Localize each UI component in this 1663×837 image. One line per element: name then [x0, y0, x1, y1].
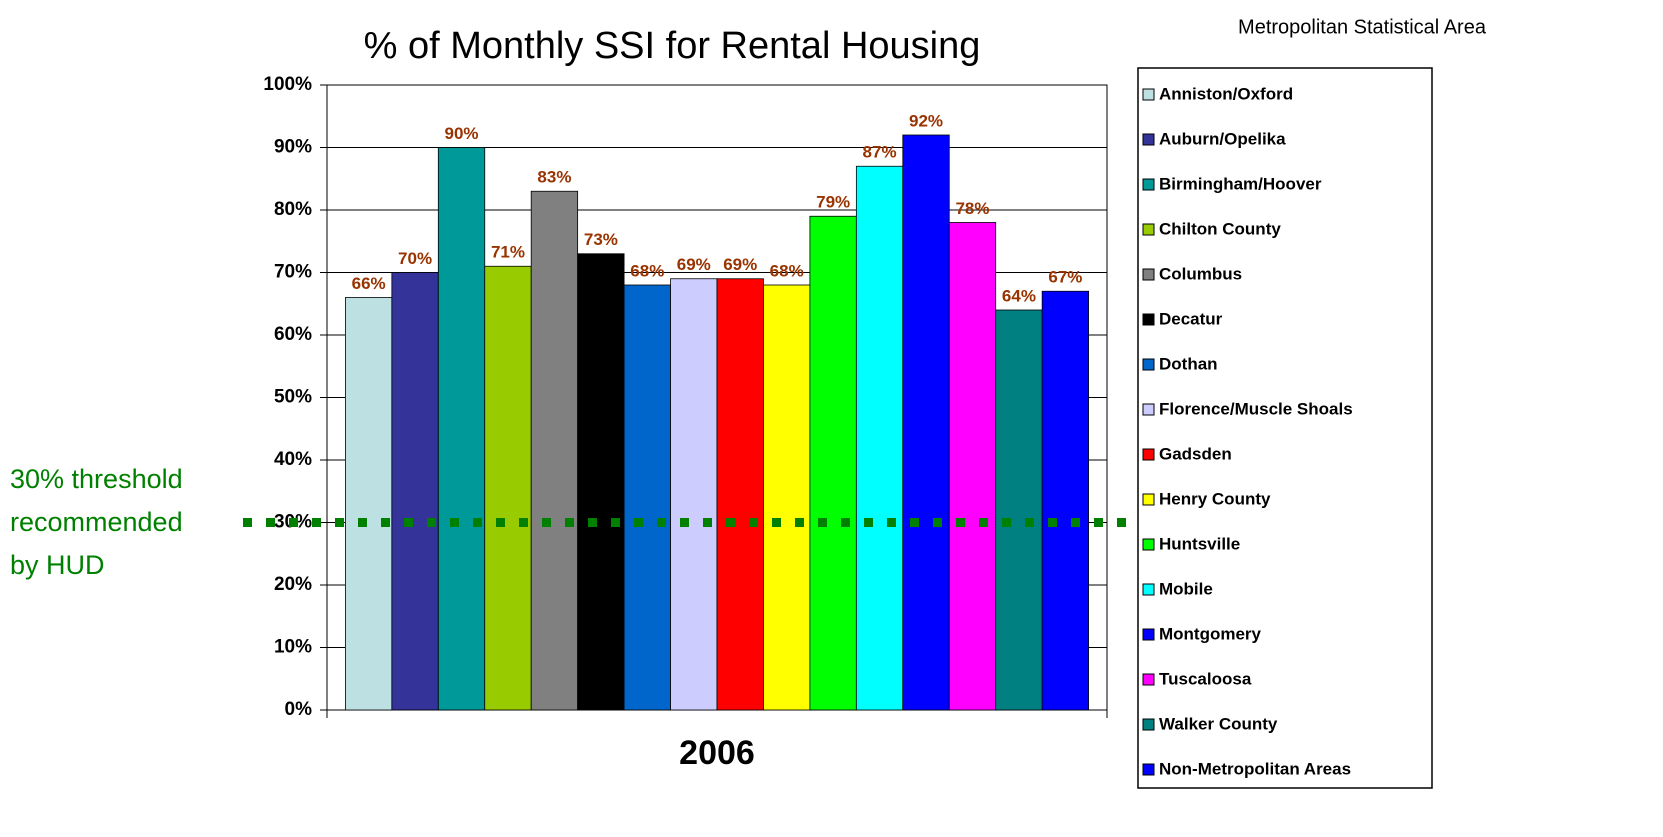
bar: [391, 272, 439, 711]
data-label: 71%: [491, 243, 525, 262]
legend-swatch: [1142, 178, 1155, 191]
legend-label: Florence/Muscle Shoals: [1159, 399, 1353, 418]
data-label: 69%: [723, 255, 757, 274]
bar: [716, 278, 764, 711]
y-tick-label: 50%: [274, 387, 312, 408]
x-tick-label: 2006: [679, 734, 755, 772]
y-tick-label: 60%: [274, 324, 312, 345]
legend-label: Decatur: [1159, 309, 1223, 328]
data-label: 87%: [863, 143, 897, 162]
bar: [530, 190, 579, 711]
threshold-label: 30% threshold: [10, 464, 183, 494]
threshold-label: by HUD: [10, 550, 105, 580]
data-label: 83%: [537, 168, 571, 187]
legend-swatch: [1142, 448, 1155, 461]
legend-swatch: [1142, 718, 1155, 731]
legend-label: Non-Metropolitan Areas: [1159, 759, 1351, 778]
legend-swatch: [1142, 493, 1155, 506]
legend-swatch: [1142, 313, 1155, 326]
bar: [809, 215, 857, 711]
y-tick-label: 100%: [263, 74, 312, 95]
legend-swatch: [1142, 88, 1155, 101]
legend-label: Chilton County: [1159, 219, 1281, 238]
data-label: 68%: [770, 261, 804, 280]
data-label: 69%: [677, 255, 711, 274]
legend-label: Auburn/Opelika: [1159, 129, 1286, 148]
bar: [344, 297, 393, 711]
chart-title: % of Monthly SSI for Rental Housing: [364, 25, 981, 67]
legend-swatch: [1142, 223, 1155, 236]
legend-swatch: [1142, 583, 1155, 596]
bar: [1041, 290, 1090, 711]
y-tick-label: 20%: [274, 574, 312, 595]
legend-swatch: [1142, 133, 1155, 146]
data-label: 78%: [955, 199, 989, 218]
data-label: 64%: [1002, 286, 1036, 305]
bar: [670, 278, 718, 711]
bar: [995, 309, 1043, 711]
legend-swatch: [1142, 358, 1155, 371]
legend-label: Montgomery: [1159, 624, 1262, 643]
y-tick-label: 10%: [274, 637, 312, 658]
y-tick-label: 70%: [274, 262, 312, 283]
data-label: 79%: [816, 193, 850, 212]
legend-label: Huntsville: [1159, 534, 1240, 553]
legend-label: Mobile: [1159, 579, 1213, 598]
legend-label: Columbus: [1159, 264, 1242, 283]
data-label: 67%: [1048, 268, 1082, 287]
legend-label: Dothan: [1159, 354, 1218, 373]
data-label: 66%: [352, 274, 386, 293]
data-label: 70%: [398, 249, 432, 268]
y-tick-label: 80%: [274, 199, 312, 220]
bar: [437, 147, 486, 711]
data-label: 92%: [909, 111, 943, 130]
legend-label: Birmingham/Hoover: [1159, 174, 1322, 193]
data-label: 68%: [630, 261, 664, 280]
legend-label: Tuscaloosa: [1159, 669, 1252, 688]
legend-swatch: [1142, 673, 1155, 686]
legend-swatch: [1142, 403, 1155, 416]
legend-label: Gadsden: [1159, 444, 1232, 463]
legend-box: [1137, 67, 1433, 789]
legend-swatch: [1142, 763, 1155, 776]
bar: [577, 253, 625, 711]
bar: [855, 165, 904, 711]
bar: [902, 134, 950, 711]
legend-label: Henry County: [1159, 489, 1271, 508]
legend-title: Metropolitan Statistical Area: [1238, 16, 1487, 38]
legend-swatch: [1142, 628, 1155, 641]
data-label: 90%: [445, 124, 479, 143]
threshold-label: recommended: [10, 507, 183, 537]
bar: [948, 222, 997, 711]
y-tick-label: 40%: [274, 449, 312, 470]
legend-label: Anniston/Oxford: [1159, 84, 1293, 103]
data-label: 73%: [584, 230, 618, 249]
legend-swatch: [1142, 538, 1155, 551]
bar: [623, 284, 671, 711]
bar: [763, 284, 811, 711]
legend-label: Walker County: [1159, 714, 1278, 733]
legend-swatch: [1142, 268, 1155, 281]
y-tick-label: 0%: [285, 699, 313, 720]
y-tick-label: 90%: [274, 137, 312, 158]
bar: [484, 265, 532, 711]
